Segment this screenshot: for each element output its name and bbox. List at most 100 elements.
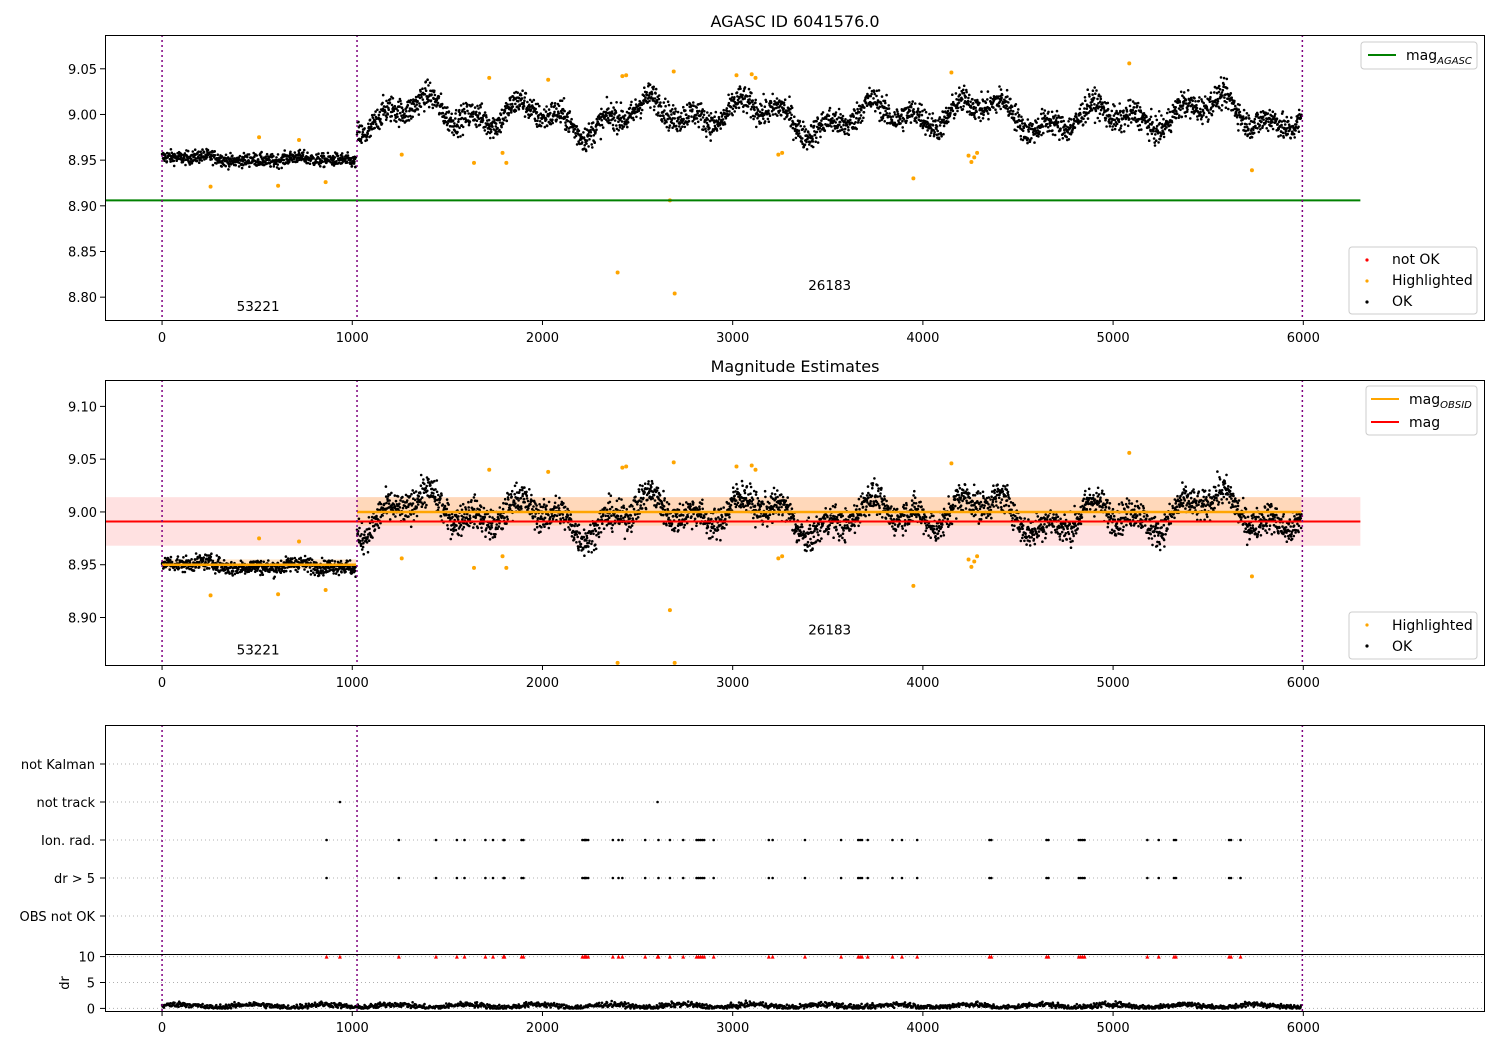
ok-point — [190, 558, 193, 561]
ok-point — [451, 515, 454, 519]
ok-point — [1033, 127, 1037, 130]
ok-point — [522, 101, 526, 105]
ok-point — [704, 127, 707, 131]
highlighted-point — [297, 138, 302, 143]
ok-point — [667, 129, 670, 132]
ok-point — [296, 570, 299, 573]
ok-point — [426, 489, 429, 493]
ok-point — [918, 110, 922, 114]
ok-point — [374, 123, 378, 126]
ok-point — [1129, 98, 1132, 102]
ok-point — [1088, 95, 1091, 98]
ok-point — [353, 160, 356, 164]
ok-point — [1262, 118, 1265, 121]
highlighted-point — [624, 73, 629, 78]
ok-point — [747, 87, 751, 91]
ok-point — [671, 126, 674, 129]
ok-point — [476, 526, 480, 530]
ok-point — [389, 119, 393, 123]
highlighted-point — [672, 291, 677, 296]
ok-point — [275, 570, 279, 574]
ok-point — [961, 98, 964, 101]
ok-point — [659, 105, 663, 108]
ok-point — [1070, 118, 1073, 121]
ok-point — [269, 165, 273, 168]
ok-point — [607, 119, 611, 122]
ok-point — [588, 138, 591, 141]
ok-point — [838, 123, 841, 127]
ok-point — [340, 571, 343, 574]
ok-point — [163, 159, 166, 162]
ok-point — [384, 110, 387, 113]
ok-point — [762, 92, 765, 96]
ok-point — [1113, 104, 1116, 108]
ok-point — [499, 113, 503, 117]
ok-point — [193, 148, 197, 151]
ok-point — [183, 156, 186, 160]
ok-point — [561, 112, 565, 115]
ok-point — [969, 106, 973, 109]
ok-point — [302, 148, 306, 152]
highlighted-point — [399, 152, 404, 157]
ok-point — [241, 155, 244, 159]
ok-point — [1105, 125, 1108, 128]
highlighted-point — [472, 160, 477, 165]
ok-point — [841, 128, 844, 131]
ok-point — [1244, 132, 1247, 136]
ok-point — [413, 105, 417, 108]
ok-point — [699, 102, 703, 105]
ok-point — [752, 105, 756, 109]
ok-point — [247, 153, 251, 156]
ok-point — [423, 93, 427, 96]
ok-point — [1297, 108, 1301, 112]
ok-point — [786, 112, 789, 115]
ok-point — [228, 572, 231, 575]
ok-point — [456, 135, 460, 139]
ok-point — [1120, 130, 1123, 134]
ok-point — [1253, 117, 1257, 121]
ok-point — [670, 113, 673, 116]
ok-point — [985, 110, 989, 113]
ok-point — [600, 123, 604, 127]
ok-point — [695, 114, 698, 117]
ok-point — [365, 541, 369, 544]
ok-point — [316, 161, 319, 164]
ok-point — [1252, 128, 1255, 131]
ok-point — [628, 106, 632, 110]
ok-point — [1021, 118, 1024, 121]
ok-point — [1165, 126, 1168, 129]
ok-point — [1098, 119, 1101, 123]
ok-point — [657, 94, 661, 97]
ok-point — [1245, 112, 1249, 115]
ok-point — [526, 100, 529, 104]
ok-point — [437, 506, 440, 509]
ok-point — [306, 161, 310, 165]
ok-point — [643, 86, 646, 89]
ok-point — [805, 140, 808, 144]
ok-point — [201, 559, 205, 563]
ok-point — [1051, 129, 1054, 132]
ok-point — [1119, 109, 1122, 113]
ok-point — [426, 78, 429, 81]
ok-point — [255, 154, 258, 157]
ok-point — [1188, 101, 1192, 104]
ok-point — [760, 104, 763, 107]
ok-point — [585, 142, 588, 145]
ok-point — [360, 533, 363, 536]
ok-point — [492, 136, 495, 139]
panel1-legend-bottom: not OK Highlighted OK — [1348, 246, 1478, 315]
ok-point — [503, 497, 507, 501]
ok-point — [615, 124, 618, 127]
ok-point — [1271, 120, 1274, 124]
ok-point — [493, 118, 496, 122]
ok-point — [1012, 116, 1016, 120]
ok-point — [1178, 101, 1182, 104]
ok-point — [927, 122, 930, 125]
ok-point — [946, 109, 950, 113]
ok-point — [666, 117, 669, 121]
ok-point — [975, 110, 978, 113]
ok-point — [437, 95, 441, 98]
ok-point — [446, 524, 449, 527]
ok-point — [618, 123, 621, 127]
ok-point — [461, 133, 465, 137]
